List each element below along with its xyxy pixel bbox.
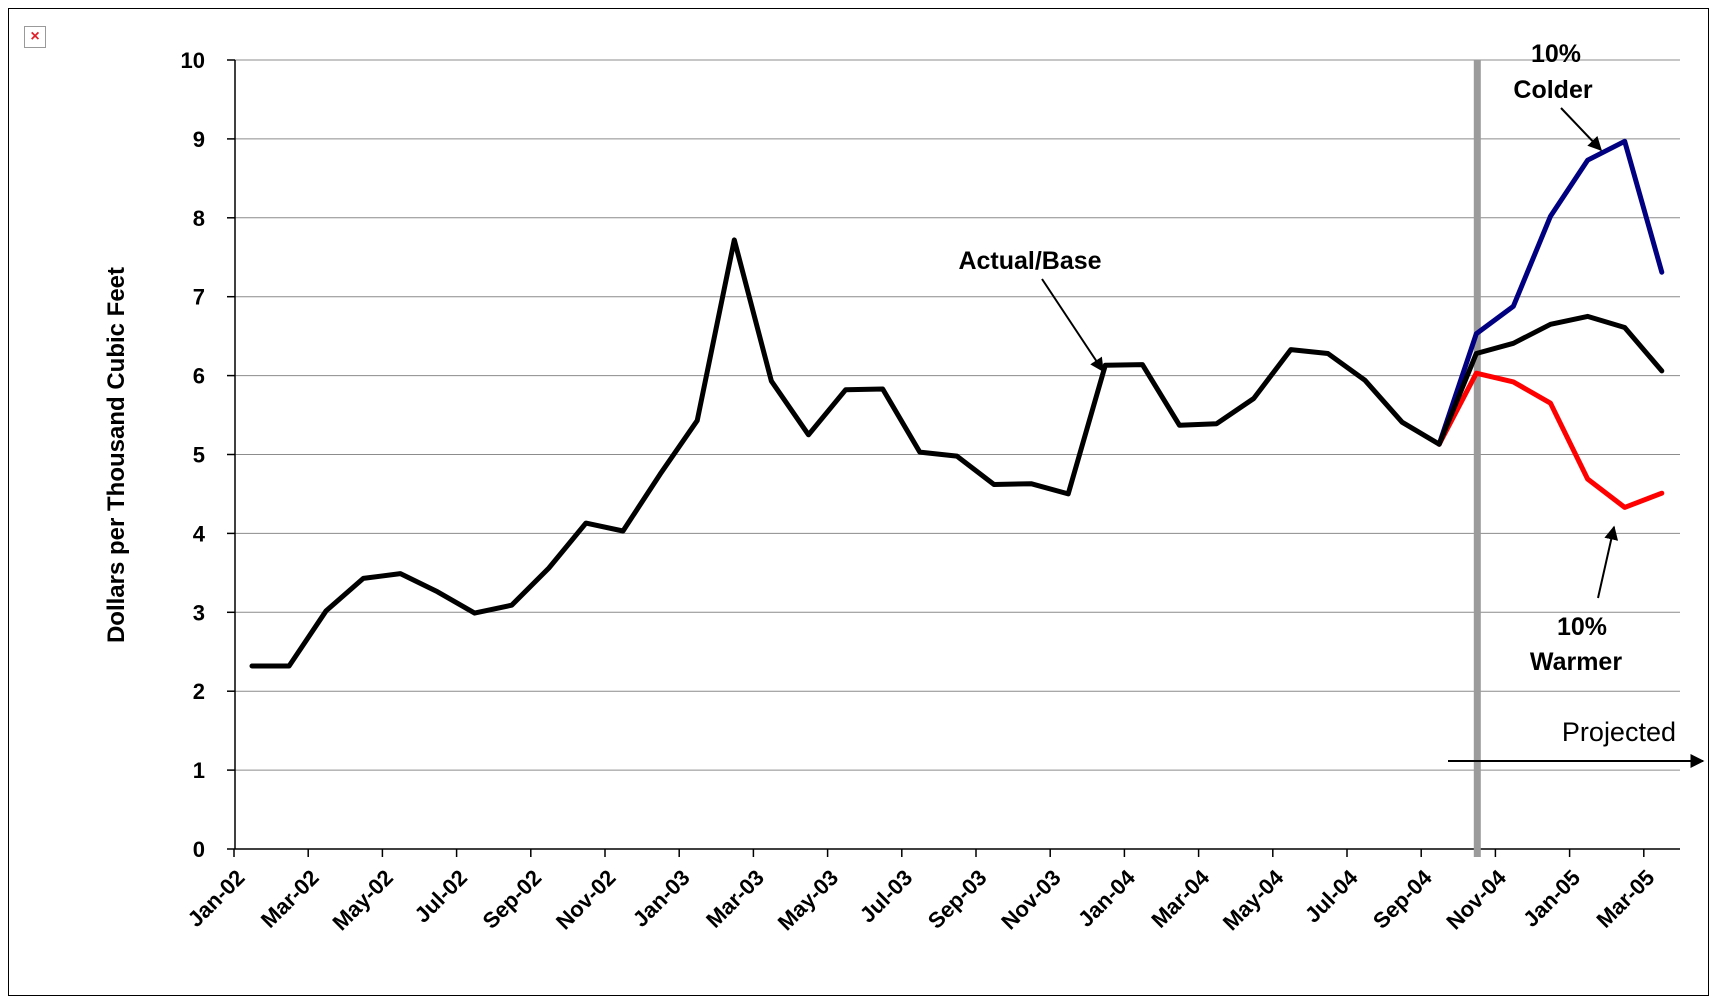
colder-arrow: [1560, 107, 1602, 152]
x-tick-label: Nov-04: [1441, 864, 1511, 934]
y-tick-label: 9: [193, 127, 205, 152]
y-tick-label: 2: [193, 679, 205, 704]
actual-base-arrow: [1041, 278, 1104, 373]
x-tick-label: Jan-04: [1073, 864, 1141, 932]
warmer-label-line1: 10%: [1557, 613, 1607, 641]
warmer-arrow: [1597, 525, 1619, 599]
y-tick-label: 1: [193, 758, 205, 783]
y-tick-label: 10: [181, 48, 205, 73]
x-tick-label: Mar-05: [1592, 865, 1660, 933]
x-tick-label: May-04: [1218, 864, 1289, 935]
x-tick-label: May-02: [328, 865, 398, 935]
x-tick-label: Mar-03: [701, 865, 769, 933]
x-tick-label: Jul-03: [855, 865, 918, 928]
broken-image-icon: ×: [24, 26, 46, 48]
y-axis-label: Dollars per Thousand Cubic Feet: [103, 267, 130, 643]
x-tick-label: Nov-03: [996, 865, 1066, 935]
series-line-10-warmer: [1436, 370, 1665, 510]
y-tick-label: 6: [193, 364, 205, 389]
x-tick-label: Jan-02: [183, 865, 250, 932]
x-tick-label: Jan-03: [628, 865, 695, 932]
x-tick-label: Jan-05: [1518, 865, 1585, 932]
x-tick-label: Jul-04: [1300, 864, 1363, 927]
projected-label: Projected: [1562, 717, 1676, 747]
y-tick-label: 8: [193, 206, 205, 231]
x-tick-label: Mar-04: [1146, 864, 1214, 932]
series-line-actual-base: [249, 237, 1665, 669]
y-tick-label: 0: [193, 837, 205, 862]
x-tick-label: Sep-04: [1368, 864, 1437, 933]
actual-base-label: Actual/Base: [958, 247, 1101, 275]
x-tick-label: Jul-02: [409, 865, 472, 928]
colder-label-line1: 10%: [1531, 40, 1581, 68]
colder-label-line2: Colder: [1513, 76, 1592, 104]
x-tick-label: Nov-02: [551, 865, 621, 935]
x-tick-label: Sep-03: [923, 865, 992, 934]
x-tick-label: Mar-02: [256, 865, 324, 933]
y-tick-label: 3: [193, 600, 205, 625]
chart-frame: [8, 8, 1709, 996]
y-tick-label: 4: [193, 521, 206, 546]
y-tick-label: 5: [193, 443, 205, 468]
series-line-10-colder: [1436, 138, 1665, 447]
x-tick-label: May-03: [773, 865, 843, 935]
warmer-label-line2: Warmer: [1530, 648, 1622, 676]
x-tick-label: Sep-02: [478, 865, 547, 934]
y-tick-label: 7: [193, 285, 205, 310]
